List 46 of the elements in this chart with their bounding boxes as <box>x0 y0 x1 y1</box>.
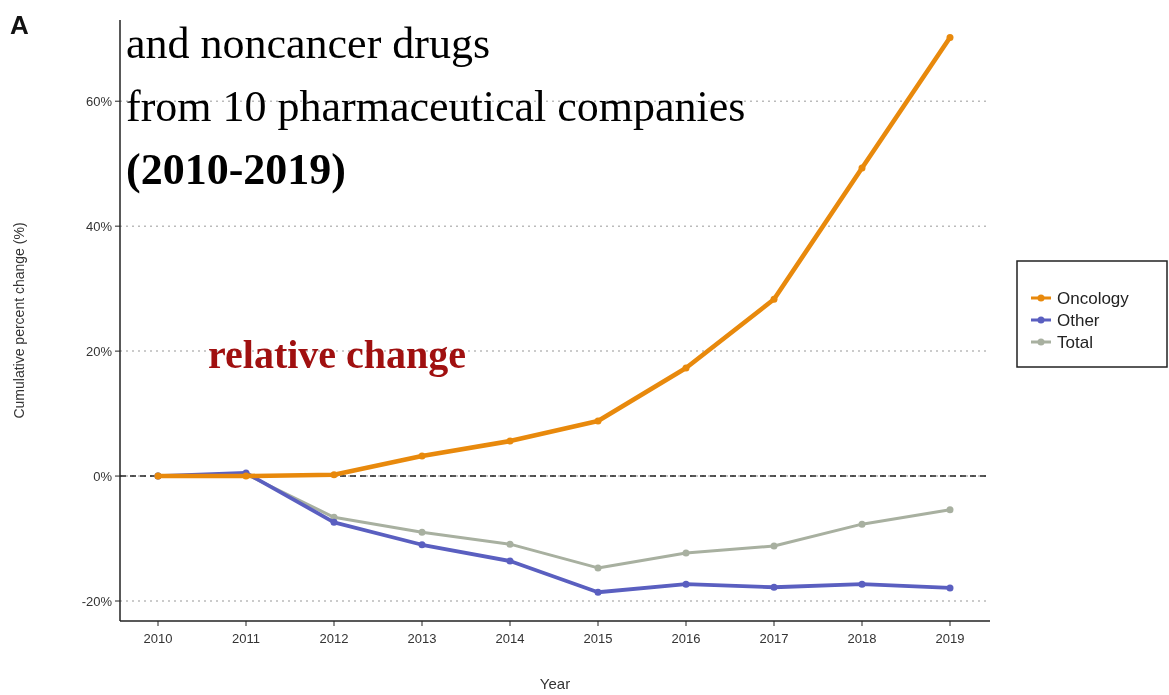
point <box>682 549 690 557</box>
x-tick-label: 2016 <box>671 631 701 646</box>
point <box>770 542 778 550</box>
point <box>858 164 866 172</box>
point <box>946 33 954 41</box>
point <box>506 437 514 445</box>
point <box>330 471 338 479</box>
point <box>418 528 426 536</box>
text: A <box>10 10 29 40</box>
y-tick-label: 0% <box>93 468 113 484</box>
legend-label: Oncology <box>1057 288 1130 308</box>
point <box>858 520 866 528</box>
y-tick-label: 20% <box>85 343 113 359</box>
x-tick-label: 2013 <box>407 631 437 646</box>
point <box>682 580 690 588</box>
x-tick-label: 2010 <box>143 631 173 646</box>
y-axis-title: Cumulative percent change (%) <box>11 222 27 419</box>
legend-label: Other <box>1057 310 1100 330</box>
x-tick-label: 2014 <box>495 631 525 646</box>
x-tick-label: 2017 <box>759 631 789 646</box>
x-tick-label: 2019 <box>935 631 965 646</box>
point <box>506 557 514 565</box>
point <box>770 583 778 591</box>
text: and noncancer drugs from 10 pharmaceutical companies (2010-2019) <box>126 19 746 194</box>
point <box>946 584 954 592</box>
x-tick-label: 2011 <box>232 631 260 646</box>
point <box>858 580 866 588</box>
point <box>594 564 602 572</box>
y-tick-label: 60% <box>85 93 113 109</box>
x-axis-title: Year <box>539 675 571 692</box>
point <box>594 588 602 596</box>
legend-label: Total <box>1057 332 1093 352</box>
point <box>418 452 426 460</box>
point <box>682 364 690 372</box>
annotation: relative change <box>208 332 467 377</box>
point <box>946 506 954 514</box>
point <box>418 541 426 549</box>
point <box>770 295 778 303</box>
y-tick-label: 40% <box>85 218 113 234</box>
x-tick-label: 2015 <box>583 631 613 646</box>
x-tick-label: 2018 <box>847 631 877 646</box>
y-tick-label: -20% <box>81 593 113 609</box>
point <box>594 417 602 425</box>
point <box>506 540 514 548</box>
x-tick-label: 2012 <box>319 631 349 646</box>
point <box>330 518 338 526</box>
